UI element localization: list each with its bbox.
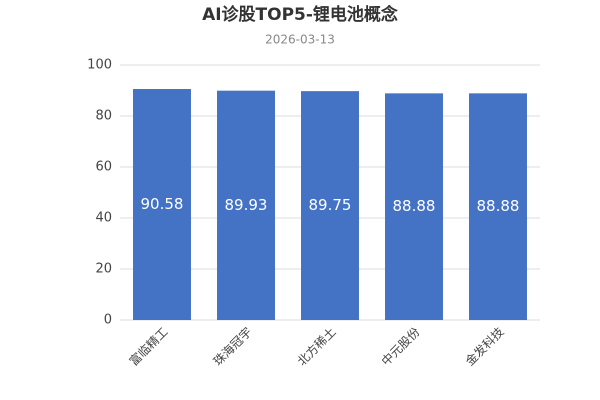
x-tick-label: 富临精工 <box>126 324 171 369</box>
value-label: 90.58 <box>141 195 184 213</box>
y-tick-label: 60 <box>95 160 112 175</box>
value-label: 88.88 <box>393 197 436 215</box>
bar <box>133 89 191 321</box>
bar <box>217 90 275 320</box>
chart-title: AI诊股TOP5-锂电池概念 <box>202 4 398 25</box>
value-label: 89.93 <box>225 196 268 214</box>
value-label: 89.75 <box>309 196 352 214</box>
y-tick-label: 0 <box>104 313 112 328</box>
value-label: 88.88 <box>477 197 520 215</box>
y-tick-label: 80 <box>95 109 112 124</box>
bar <box>385 93 443 320</box>
y-tick-label: 100 <box>87 58 112 73</box>
bar <box>469 93 527 320</box>
x-tick-label: 北方稀土 <box>294 324 339 369</box>
chart-subtitle: 2026-03-13 <box>265 33 335 47</box>
x-tick-label: 中元股份 <box>378 324 423 369</box>
y-tick-label: 40 <box>95 211 112 226</box>
x-tick-label: 金发科技 <box>462 324 507 369</box>
x-tick-label: 珠海冠宇 <box>210 324 255 369</box>
y-tick-label: 20 <box>95 262 112 277</box>
bar <box>301 91 359 320</box>
